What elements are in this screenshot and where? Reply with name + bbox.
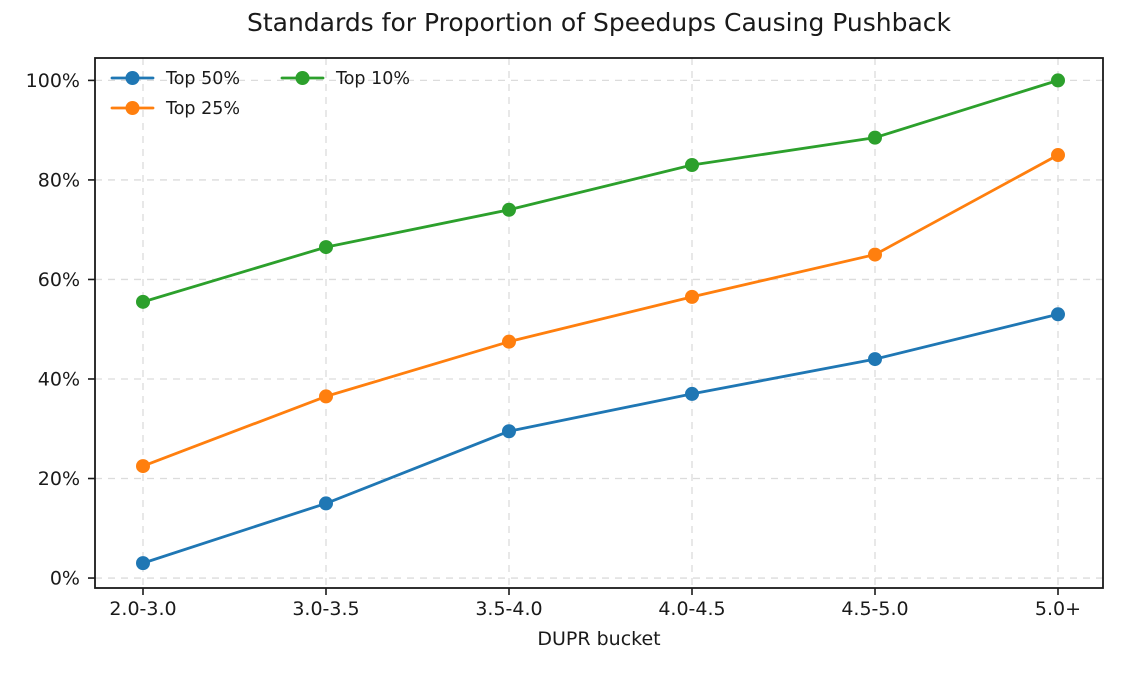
series-line-top-10 — [141, 78, 1060, 304]
series-line-top-50 — [141, 312, 1060, 565]
chart-title: Standards for Proportion of Speedups Cau… — [247, 8, 952, 37]
x-tick-label: 2.0-3.0 — [109, 598, 176, 620]
data-point-top-10 — [136, 294, 150, 309]
x-tick-label: 3.5-4.0 — [475, 598, 542, 620]
y-tick-label: 0% — [50, 568, 80, 590]
legend-marker-top-25 — [125, 101, 140, 115]
data-point-top-10 — [685, 157, 699, 172]
data-point-top-25 — [319, 389, 333, 404]
legend: Top 50% Top 25% Top 10% — [110, 69, 410, 119]
series-lines — [136, 73, 1065, 571]
x-tick-label: 4.5-5.0 — [841, 598, 908, 620]
x-tick-label: 5.0+ — [1035, 598, 1081, 620]
series-line-top-25 — [141, 153, 1060, 468]
legend-label-top-50: Top 50% — [165, 69, 240, 89]
data-point-top-50 — [1051, 307, 1065, 322]
data-point-top-10 — [319, 240, 333, 255]
y-tick-label: 100% — [26, 70, 80, 92]
y-tick-label: 40% — [38, 368, 80, 390]
x-axis-label: DUPR bucket — [537, 628, 660, 650]
y-tick-label: 60% — [38, 269, 80, 291]
legend-label-top-10: Top 10% — [335, 69, 410, 89]
data-point-top-50 — [685, 386, 699, 401]
data-point-top-10 — [502, 202, 516, 217]
plot-border — [94, 57, 1104, 589]
data-point-top-25 — [868, 247, 882, 262]
data-point-top-10 — [1051, 73, 1065, 88]
y-tick-label: 80% — [38, 169, 80, 191]
data-point-top-25 — [502, 334, 516, 349]
data-point-top-25 — [1051, 148, 1065, 163]
data-point-top-50 — [868, 352, 882, 367]
axis-ticks: 0% 20% 40% 60% 80% 100% 2.0-3.0 3.0-3.5 3.5-4.0 4… — [26, 70, 1081, 620]
x-tick-label: 4.0-4.5 — [658, 598, 725, 620]
y-tick-label: 20% — [38, 468, 80, 490]
data-point-top-50 — [136, 556, 150, 571]
gridlines — [95, 58, 1103, 588]
data-point-top-25 — [685, 289, 699, 304]
legend-label-top-25: Top 25% — [165, 99, 240, 119]
legend-marker-top-10 — [295, 71, 310, 85]
legend-marker-top-50 — [125, 71, 140, 85]
data-point-top-10 — [868, 130, 882, 145]
data-point-top-25 — [136, 459, 150, 474]
x-tick-label: 3.0-3.5 — [292, 598, 359, 620]
data-point-top-50 — [319, 496, 333, 511]
data-point-top-50 — [502, 424, 516, 439]
